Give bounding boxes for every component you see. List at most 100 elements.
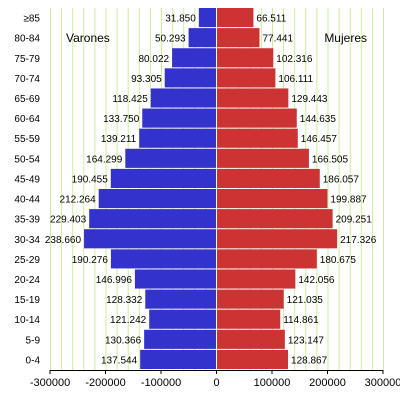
x-tick-label: 200000 bbox=[309, 377, 346, 389]
category-label: 25-29 bbox=[14, 255, 40, 266]
bar-varones bbox=[134, 269, 217, 289]
bar-varones bbox=[188, 28, 217, 48]
bar-mujeres bbox=[216, 329, 285, 349]
x-tick-label: -100000 bbox=[141, 377, 181, 389]
bar-varones bbox=[164, 68, 217, 88]
value-label-varones: 212.264 bbox=[60, 195, 97, 206]
bar-mujeres bbox=[216, 229, 338, 249]
value-label-mujeres: 166.505 bbox=[312, 154, 349, 165]
value-label-varones: 238.660 bbox=[45, 235, 82, 246]
bar-mujeres bbox=[216, 209, 333, 229]
value-label-mujeres: 180.675 bbox=[320, 255, 357, 266]
bar-mujeres bbox=[216, 148, 309, 168]
category-label: 5-9 bbox=[26, 335, 41, 346]
x-tick-label: 100000 bbox=[254, 377, 291, 389]
value-label-mujeres: 77.441 bbox=[262, 34, 293, 45]
bar-varones bbox=[140, 349, 217, 369]
value-label-mujeres: 209.251 bbox=[336, 215, 373, 226]
bar-mujeres bbox=[216, 48, 274, 68]
value-label-varones: 121.242 bbox=[110, 315, 147, 326]
category-label: 10-14 bbox=[14, 315, 40, 326]
value-label-varones: 139.211 bbox=[101, 134, 137, 145]
value-label-varones: 137.544 bbox=[101, 355, 138, 366]
bar-varones bbox=[144, 329, 217, 349]
x-tick-label: 300000 bbox=[365, 377, 400, 389]
bar-varones bbox=[89, 209, 217, 229]
category-label: 60-64 bbox=[14, 114, 40, 125]
bar-varones bbox=[198, 8, 217, 28]
bar-mujeres bbox=[216, 349, 289, 369]
value-label-varones: 133.750 bbox=[103, 114, 140, 125]
value-label-varones: 190.455 bbox=[72, 174, 109, 185]
bar-mujeres bbox=[216, 68, 276, 88]
category-label: 30-34 bbox=[14, 235, 40, 246]
value-label-mujeres: 129.443 bbox=[291, 94, 328, 105]
value-label-varones: 128.332 bbox=[106, 295, 143, 306]
bar-mujeres bbox=[216, 189, 328, 209]
value-label-varones: 80.022 bbox=[138, 54, 169, 65]
bar-varones bbox=[110, 249, 217, 269]
bar-mujeres bbox=[216, 88, 289, 108]
category-label: 65-69 bbox=[14, 94, 40, 105]
category-label: 75-79 bbox=[14, 54, 40, 65]
bar-varones bbox=[172, 48, 217, 68]
bar-mujeres bbox=[216, 168, 320, 188]
bar-varones bbox=[145, 289, 217, 309]
bar-varones bbox=[98, 189, 217, 209]
value-label-mujeres: 128.867 bbox=[291, 355, 328, 366]
bar-mujeres bbox=[216, 108, 297, 128]
value-label-mujeres: 144.635 bbox=[300, 114, 337, 125]
category-label: 80-84 bbox=[14, 34, 40, 45]
category-label: 15-19 bbox=[14, 295, 40, 306]
category-label: 20-24 bbox=[14, 275, 40, 286]
value-label-varones: 118.425 bbox=[112, 94, 148, 105]
value-label-varones: 50.293 bbox=[155, 34, 186, 45]
series-label-mujeres: Mujeres bbox=[324, 31, 367, 45]
bar-mujeres bbox=[216, 289, 284, 309]
value-label-mujeres: 186.057 bbox=[323, 174, 360, 185]
value-label-mujeres: 102.316 bbox=[276, 54, 313, 65]
category-label: 45-49 bbox=[14, 174, 40, 185]
category-label: 0-4 bbox=[26, 355, 41, 366]
bar-varones bbox=[149, 309, 217, 329]
value-label-mujeres: 66.511 bbox=[256, 14, 286, 25]
bar-varones bbox=[84, 229, 217, 249]
bar-varones bbox=[125, 148, 217, 168]
category-label: 50-54 bbox=[14, 154, 40, 165]
value-label-varones: 93.305 bbox=[131, 74, 162, 85]
series-label-varones: Varones bbox=[66, 31, 110, 45]
value-label-mujeres: 217.326 bbox=[340, 235, 377, 246]
x-tick-label: -300000 bbox=[30, 377, 70, 389]
x-tick-label: 0 bbox=[213, 377, 219, 389]
value-label-mujeres: 106.111 bbox=[278, 74, 313, 85]
value-label-mujeres: 146.457 bbox=[301, 134, 338, 145]
category-label: 55-59 bbox=[14, 134, 40, 145]
bar-mujeres bbox=[216, 28, 260, 48]
value-label-varones: 190.276 bbox=[72, 255, 109, 266]
value-label-varones: 146.996 bbox=[96, 275, 133, 286]
value-label-mujeres: 121.035 bbox=[287, 295, 324, 306]
bar-varones bbox=[110, 168, 217, 188]
value-label-varones: 164.299 bbox=[86, 154, 123, 165]
value-label-mujeres: 114.861 bbox=[283, 315, 319, 326]
value-label-mujeres: 123.147 bbox=[288, 335, 325, 346]
category-label: 35-39 bbox=[14, 215, 40, 226]
x-tick-label: -200000 bbox=[85, 377, 125, 389]
value-label-varones: 31.850 bbox=[165, 14, 196, 25]
value-label-mujeres: 142.056 bbox=[298, 275, 335, 286]
bar-mujeres bbox=[216, 269, 296, 289]
bar-mujeres bbox=[216, 8, 254, 28]
bar-mujeres bbox=[216, 128, 298, 148]
value-label-varones: 229.403 bbox=[50, 215, 87, 226]
bar-varones bbox=[150, 88, 217, 108]
bar-varones bbox=[139, 128, 217, 148]
bar-varones bbox=[142, 108, 217, 128]
value-label-varones: 130.366 bbox=[105, 335, 142, 346]
category-label: 40-44 bbox=[14, 195, 40, 206]
value-label-mujeres: 199.887 bbox=[330, 195, 367, 206]
category-label: 70-74 bbox=[14, 74, 40, 85]
bar-mujeres bbox=[216, 309, 281, 329]
bar-mujeres bbox=[216, 249, 317, 269]
category-label: ≥85 bbox=[23, 14, 40, 25]
